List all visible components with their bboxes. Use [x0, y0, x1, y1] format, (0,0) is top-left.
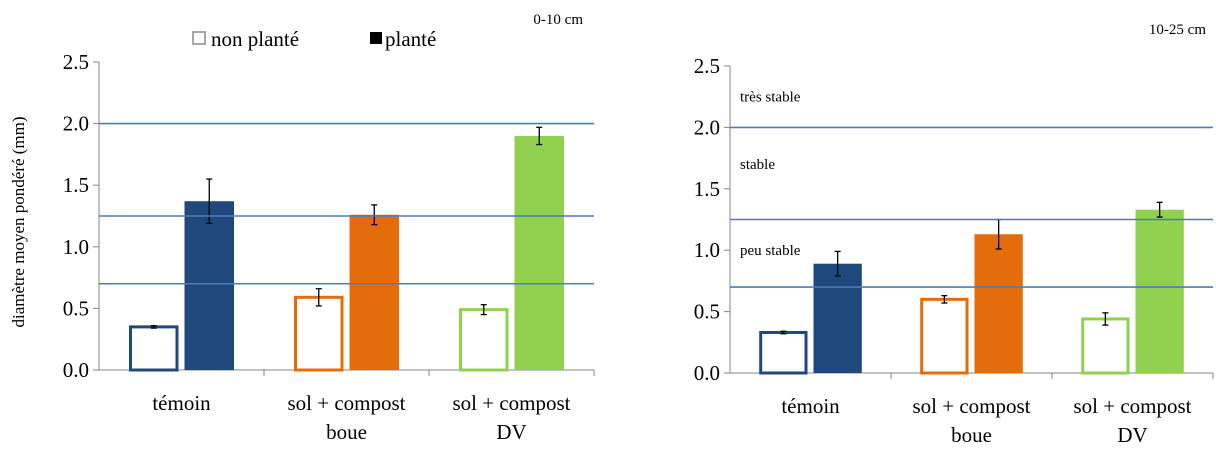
- legend-swatch-non-plante: [192, 31, 206, 45]
- y-tick-label: 2.5: [63, 50, 89, 74]
- chart-panel-1: 0-10 cm diamètre moyen pondéré (mm) 0.0 0.5…: [9, 12, 595, 444]
- chart-title: 0-10 cm: [533, 12, 583, 28]
- stability-annotation: peu stable: [740, 243, 801, 259]
- y-tick-label: 0.0: [694, 361, 720, 385]
- stability-annotation: stable: [740, 157, 775, 173]
- chart-legend: non planté planté: [192, 27, 436, 51]
- bar-non-plante: [459, 308, 509, 372]
- bar-plante: [514, 135, 564, 370]
- y-tick-label: 0.5: [63, 296, 89, 320]
- bar-non-plante: [294, 295, 344, 372]
- y-tick-label: 1.0: [694, 238, 720, 262]
- bar-non-plante: [920, 297, 969, 375]
- bar-plante: [974, 234, 1023, 373]
- chart-panel-2: 10-25 cm 0.0 0.5 1.0 1.5 2.0 2.5 témoin sol + co…: [694, 22, 1214, 447]
- x-tick-label: sol + compost: [912, 394, 1030, 418]
- bar-plante: [1135, 209, 1184, 373]
- y-tick-label: 0.0: [63, 358, 89, 382]
- legend-label-non-plante: non planté: [211, 27, 299, 51]
- bar-plante: [184, 201, 234, 370]
- x-tick-label: témoin: [152, 391, 211, 415]
- chart-title: 10-25 cm: [1149, 22, 1206, 38]
- bar-non-plante: [759, 330, 808, 375]
- y-tick-label: 0.5: [694, 300, 720, 324]
- y-tick-label: 2.0: [63, 112, 89, 136]
- y-tick-label: 2.0: [694, 115, 720, 139]
- bar-non-plante: [1081, 317, 1130, 375]
- x-tick-label: sol + compost: [452, 391, 570, 415]
- x-tick-label: DV: [1117, 423, 1147, 447]
- x-tick-label: boue: [326, 420, 367, 444]
- y-axis-label: diamètre moyen pondéré (mm): [9, 116, 28, 327]
- y-tick-label: 1.5: [694, 177, 720, 201]
- x-tick-label: sol + compost: [287, 391, 405, 415]
- x-tick-label: témoin: [781, 394, 840, 418]
- bar-plante: [813, 263, 862, 373]
- y-tick-label: 1.0: [63, 235, 89, 259]
- x-tick-label: DV: [496, 420, 526, 444]
- x-tick-label: sol + compost: [1073, 394, 1191, 418]
- y-tick-label: 1.5: [63, 173, 89, 197]
- legend-label-plante: planté: [385, 27, 436, 51]
- stability-annotation: très stable: [740, 90, 801, 106]
- x-tick-label: boue: [951, 423, 992, 447]
- bar-non-plante: [129, 325, 179, 372]
- legend-swatch-plante: [370, 32, 382, 44]
- y-tick-label: 2.5: [694, 54, 720, 78]
- bar-plante: [349, 214, 399, 370]
